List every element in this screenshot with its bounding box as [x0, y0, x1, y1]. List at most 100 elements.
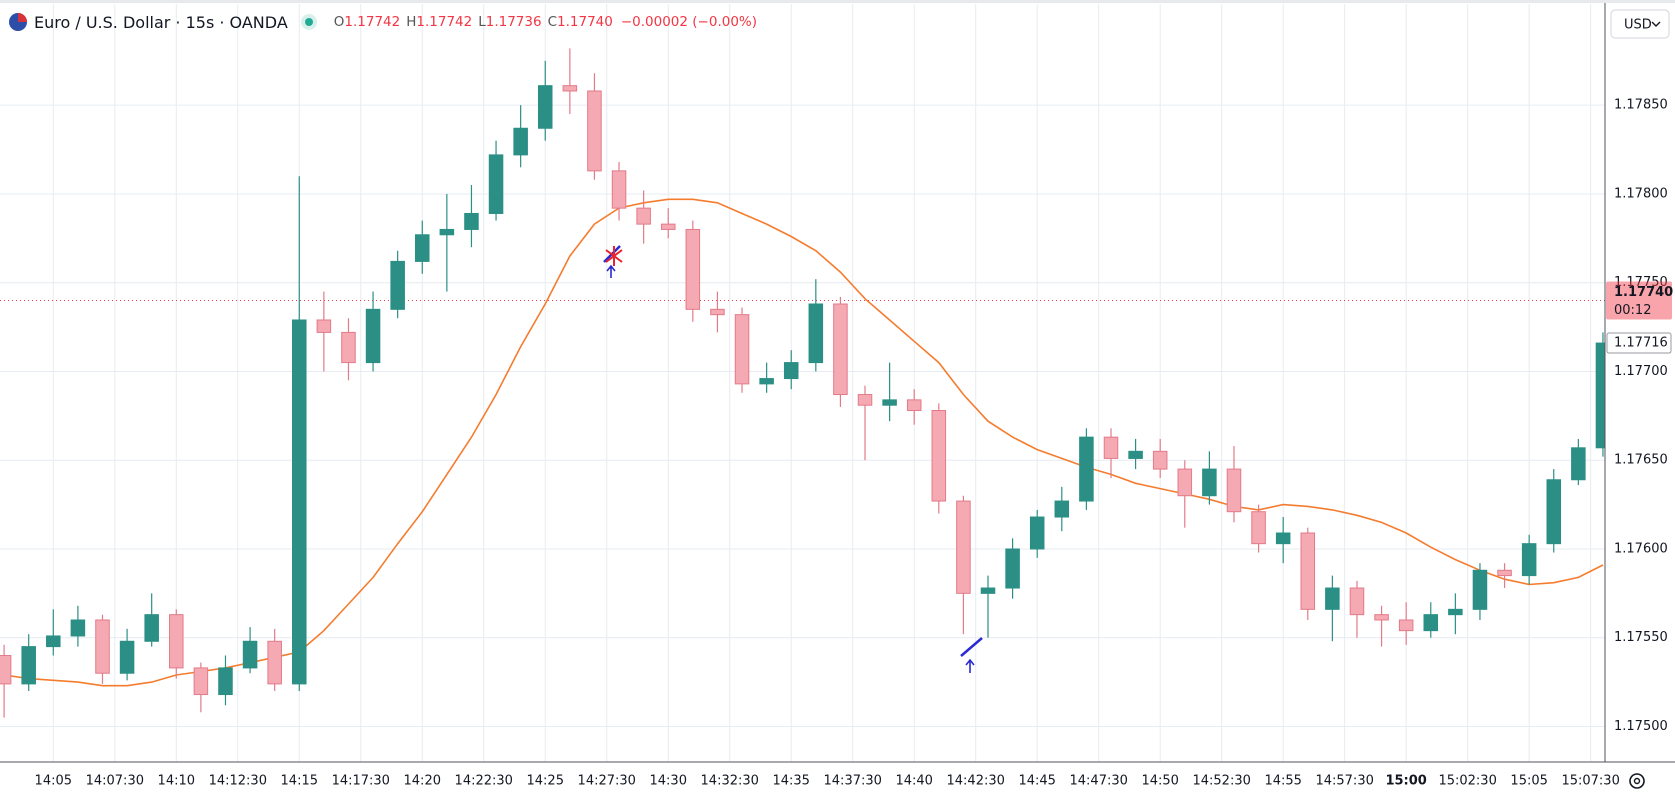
x-tick-label: 15:02:30 — [1438, 774, 1496, 789]
candle-body — [439, 228, 455, 236]
candle-body — [1325, 587, 1340, 610]
candle-body — [734, 314, 750, 385]
candle-body — [1005, 548, 1020, 589]
candle-body — [1029, 516, 1045, 550]
candle-body — [1398, 619, 1414, 632]
candle-body — [956, 500, 971, 594]
axes: 1.17500 1.17550 1.17600 1.17650 1.17700 1.177… — [35, 98, 1674, 789]
x-tick-label: 14:27:30 — [578, 774, 636, 789]
settings-button[interactable] — [1629, 773, 1645, 789]
candle-body — [1079, 436, 1094, 502]
x-tick-label: 14:17:30 — [332, 774, 390, 789]
x-tick-label: 14:55 — [1264, 774, 1301, 789]
candle-body — [882, 399, 897, 406]
y-tick-label: 1.17700 — [1614, 364, 1668, 379]
candle-body — [1152, 450, 1168, 470]
legend-header: Euro / U.S. Dollar · 15s · OANDA O1.1774… — [8, 12, 757, 32]
price-axis-panel — [1605, 0, 1675, 800]
x-tick-label: 14:10 — [158, 774, 195, 789]
candle-body — [1374, 614, 1389, 621]
signal-star — [605, 246, 623, 266]
candle-body — [1054, 500, 1070, 518]
candle-body — [46, 635, 61, 648]
currency-button[interactable] — [1610, 9, 1670, 39]
candle-body — [562, 85, 578, 92]
x-tick-label: 14:37:30 — [824, 774, 882, 789]
x-tick-label: 14:40 — [895, 774, 932, 789]
y-tick-label: 1.17500 — [1614, 719, 1668, 734]
grid — [0, 4, 1605, 762]
market-status — [300, 14, 317, 30]
candle-body — [808, 303, 824, 364]
candle-body — [242, 640, 258, 669]
signals — [603, 245, 983, 673]
candle-body — [783, 362, 799, 380]
candle-body — [341, 331, 356, 364]
candle-body — [1226, 468, 1242, 513]
candle-body — [980, 587, 996, 594]
ohlc-key: O — [333, 14, 345, 30]
x-tick-label: 14:12:30 — [209, 774, 267, 789]
x-tick-label: 14:52:30 — [1192, 774, 1250, 789]
signal-stroke — [960, 637, 983, 657]
countdown-label: 00:12 — [1614, 303, 1651, 318]
x-tick-label: 14:15 — [281, 774, 318, 789]
ohlc-value: 1.17742 — [344, 14, 401, 30]
ohlc-value: 1.17740 — [557, 14, 613, 30]
candle-body — [1275, 532, 1291, 545]
y-tick-label: 1.17600 — [1614, 541, 1668, 556]
candle-body — [267, 640, 282, 685]
x-tick-label: 15:05 — [1510, 774, 1547, 789]
y-tick-label: 1.17750 — [1614, 275, 1668, 290]
price-change: −0.00002 (−0.00%) — [620, 14, 758, 30]
candle-body — [365, 308, 381, 364]
settings-icon-core — [1633, 777, 1641, 785]
x-tick-label: 15:07:30 — [1561, 774, 1619, 789]
ohlc-value: 1.17736 — [485, 14, 542, 30]
marker-price-tag — [1606, 332, 1672, 354]
candle-body — [611, 170, 627, 209]
candle-body — [1177, 468, 1193, 497]
candle-body — [1349, 587, 1365, 616]
candle-body — [1472, 569, 1488, 610]
candle-body — [587, 90, 602, 172]
x-tick-label: 14:47:30 — [1070, 774, 1128, 789]
candle-body — [1571, 447, 1586, 481]
candle-body — [316, 319, 332, 333]
candle-body — [1497, 569, 1512, 577]
symbol-icon — [9, 13, 27, 31]
candle-body — [710, 308, 725, 316]
candle-body — [685, 228, 701, 310]
candle-body — [1103, 436, 1119, 459]
signal-arrow — [965, 658, 975, 673]
candle-body — [1546, 479, 1562, 545]
candle-body — [1448, 608, 1463, 616]
candle-body — [1423, 614, 1439, 632]
x-tick-label: 14:57:30 — [1315, 774, 1373, 789]
x-tick-label: 14:05 — [35, 774, 72, 789]
candle-body — [21, 646, 36, 685]
candle-body — [931, 410, 947, 502]
candle-body — [193, 667, 209, 696]
ohlc-key: C — [547, 14, 558, 30]
candle-body — [95, 619, 110, 674]
ohlc-key: H — [406, 14, 417, 30]
candle-body — [414, 234, 430, 262]
candle-body — [169, 614, 184, 669]
candle-body — [1300, 532, 1316, 610]
candle-body — [70, 619, 86, 637]
symbol-title: Euro / U.S. Dollar · 15s · OANDA — [34, 12, 288, 32]
candle-body — [833, 303, 848, 396]
x-tick-label: 15:00 — [1385, 774, 1426, 789]
candle-body — [218, 667, 233, 696]
candle-body — [464, 212, 479, 230]
top-border — [0, 0, 1675, 3]
y-tick-label: 1.17550 — [1614, 630, 1668, 645]
candle-body — [1128, 450, 1143, 459]
ohlc-key: L — [478, 14, 486, 30]
candle-body — [292, 319, 307, 685]
candle-body — [857, 394, 873, 406]
candle-body — [660, 223, 676, 230]
